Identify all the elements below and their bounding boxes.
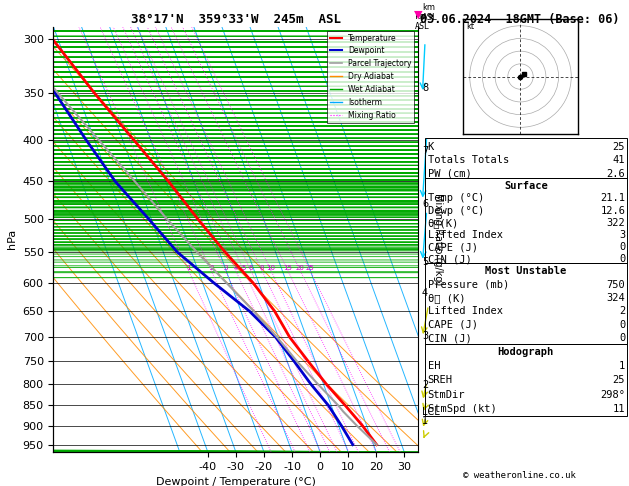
Text: 2.6: 2.6	[606, 169, 625, 179]
Text: 03.06.2024  18GMT (Base: 06): 03.06.2024 18GMT (Base: 06)	[420, 13, 620, 26]
Text: StmDir: StmDir	[428, 390, 465, 399]
Text: 6: 6	[422, 199, 428, 209]
Text: PW (cm): PW (cm)	[428, 169, 472, 179]
Text: CIN (J): CIN (J)	[428, 333, 472, 343]
Text: 21.1: 21.1	[600, 193, 625, 204]
Y-axis label: Mixing Ratio (g/kg): Mixing Ratio (g/kg)	[433, 193, 443, 285]
Legend: Temperature, Dewpoint, Parcel Trajectory, Dry Adiabat, Wet Adiabat, Isotherm, Mi: Temperature, Dewpoint, Parcel Trajectory…	[327, 31, 415, 122]
Text: 1: 1	[186, 265, 191, 271]
Text: 4: 4	[233, 265, 238, 271]
Text: 25: 25	[613, 142, 625, 152]
Text: 6: 6	[248, 265, 253, 271]
Text: 750: 750	[606, 279, 625, 290]
Text: θᴄ (K): θᴄ (K)	[428, 293, 465, 303]
Text: 5: 5	[422, 257, 428, 267]
Text: 322: 322	[606, 218, 625, 228]
Text: 0: 0	[619, 320, 625, 330]
Text: 4: 4	[422, 288, 428, 298]
Text: Dewp (°C): Dewp (°C)	[428, 206, 484, 216]
Text: LCL: LCL	[422, 407, 440, 417]
Text: Lifted Index: Lifted Index	[428, 307, 503, 316]
Text: θᴄ(K): θᴄ(K)	[428, 218, 459, 228]
X-axis label: Dewpoint / Temperature (°C): Dewpoint / Temperature (°C)	[156, 477, 316, 486]
Text: 298°: 298°	[600, 390, 625, 399]
Text: Hodograph: Hodograph	[498, 347, 554, 357]
Text: 2: 2	[422, 381, 428, 390]
Text: Totals Totals: Totals Totals	[428, 156, 509, 165]
Text: 324: 324	[606, 293, 625, 303]
Text: km
ASL: km ASL	[415, 12, 430, 31]
Text: 3: 3	[422, 331, 428, 341]
Text: 25: 25	[613, 375, 625, 385]
Text: 1: 1	[619, 361, 625, 371]
Text: 25: 25	[306, 265, 314, 271]
Text: 2: 2	[209, 265, 213, 271]
Text: 10: 10	[267, 265, 276, 271]
Text: Most Unstable: Most Unstable	[485, 266, 567, 277]
Text: 2: 2	[619, 307, 625, 316]
Text: 41: 41	[613, 156, 625, 165]
Text: 11: 11	[613, 404, 625, 414]
Text: 0: 0	[619, 333, 625, 343]
Text: CAPE (J): CAPE (J)	[428, 320, 477, 330]
Text: 0: 0	[619, 242, 625, 252]
Text: 8: 8	[422, 83, 428, 93]
Text: 20: 20	[296, 265, 305, 271]
Text: 7: 7	[422, 146, 428, 156]
Text: kt: kt	[466, 22, 474, 31]
Text: K: K	[428, 142, 434, 152]
Text: 12.6: 12.6	[600, 206, 625, 216]
Text: Surface: Surface	[504, 181, 548, 191]
Title: 38°17'N  359°33'W  245m  ASL: 38°17'N 359°33'W 245m ASL	[131, 13, 341, 26]
Text: CIN (J): CIN (J)	[428, 254, 472, 264]
Text: 5: 5	[242, 265, 246, 271]
Text: EH: EH	[428, 361, 440, 371]
Text: StmSpd (kt): StmSpd (kt)	[428, 404, 496, 414]
Text: ▼: ▼	[414, 10, 423, 20]
Text: SREH: SREH	[428, 375, 453, 385]
Text: 0: 0	[619, 254, 625, 264]
Text: Temp (°C): Temp (°C)	[428, 193, 484, 204]
Text: © weatheronline.co.uk: © weatheronline.co.uk	[463, 471, 576, 480]
Text: CAPE (J): CAPE (J)	[428, 242, 477, 252]
Text: km
ASL: km ASL	[422, 3, 438, 22]
Text: Pressure (mb): Pressure (mb)	[428, 279, 509, 290]
Text: 3: 3	[619, 230, 625, 240]
Text: 15: 15	[284, 265, 292, 271]
Text: 3: 3	[223, 265, 228, 271]
Text: 1: 1	[422, 416, 428, 426]
Y-axis label: hPa: hPa	[7, 229, 17, 249]
Text: Lifted Index: Lifted Index	[428, 230, 503, 240]
Text: 8: 8	[260, 265, 264, 271]
